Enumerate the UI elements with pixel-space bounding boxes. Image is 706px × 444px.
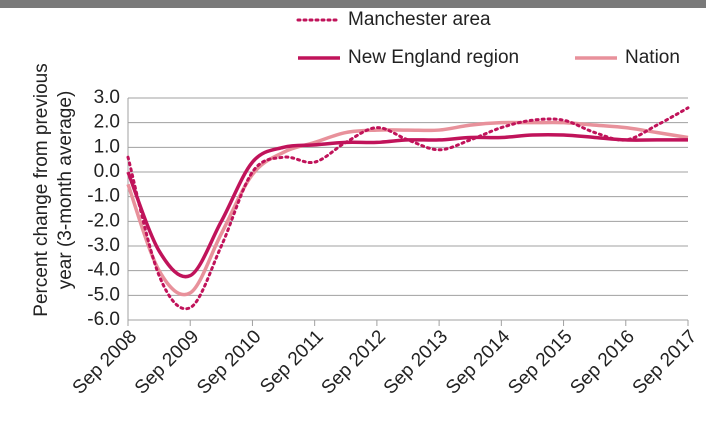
y-tick-label: 0.0 <box>94 161 120 182</box>
x-tick-label: Sep 2014 <box>442 326 515 399</box>
x-tick-label: Sep 2012 <box>318 326 390 398</box>
y-tick-label: -5.0 <box>87 284 120 305</box>
x-tick-label: Sep 2008 <box>69 326 141 398</box>
x-tick-label: Sep 2016 <box>566 326 638 398</box>
x-tick-label: Sep 2013 <box>380 326 452 398</box>
series-line <box>126 120 689 297</box>
x-tick-label: Sep 2011 <box>256 326 327 397</box>
legend-label: Nation <box>625 47 680 68</box>
series-line <box>126 106 690 311</box>
x-tick-label: Sep 2009 <box>131 326 203 398</box>
y-tick-label: -3.0 <box>87 235 120 256</box>
x-tick-label: Sep 2010 <box>193 326 265 398</box>
y-axis-label: year (3-month average) <box>55 91 76 290</box>
x-tick-label: Sep 2017 <box>629 326 701 398</box>
y-tick-label: 1.0 <box>94 136 120 157</box>
y-axis-label: Percent change from previous <box>31 63 52 316</box>
y-tick-label: -4.0 <box>87 260 120 281</box>
x-tick-label: Sep 2015 <box>504 326 576 398</box>
legend-label: New England region <box>348 47 519 68</box>
top-bar <box>0 0 706 8</box>
legend-label: Manchester area <box>348 9 491 30</box>
y-tick-label: -6.0 <box>87 309 120 330</box>
y-tick-label: -2.0 <box>87 210 120 231</box>
series-line <box>126 132 688 279</box>
y-tick-label: 2.0 <box>94 112 120 133</box>
y-tick-label: 3.0 <box>94 87 120 108</box>
y-tick-label: -1.0 <box>87 186 120 207</box>
